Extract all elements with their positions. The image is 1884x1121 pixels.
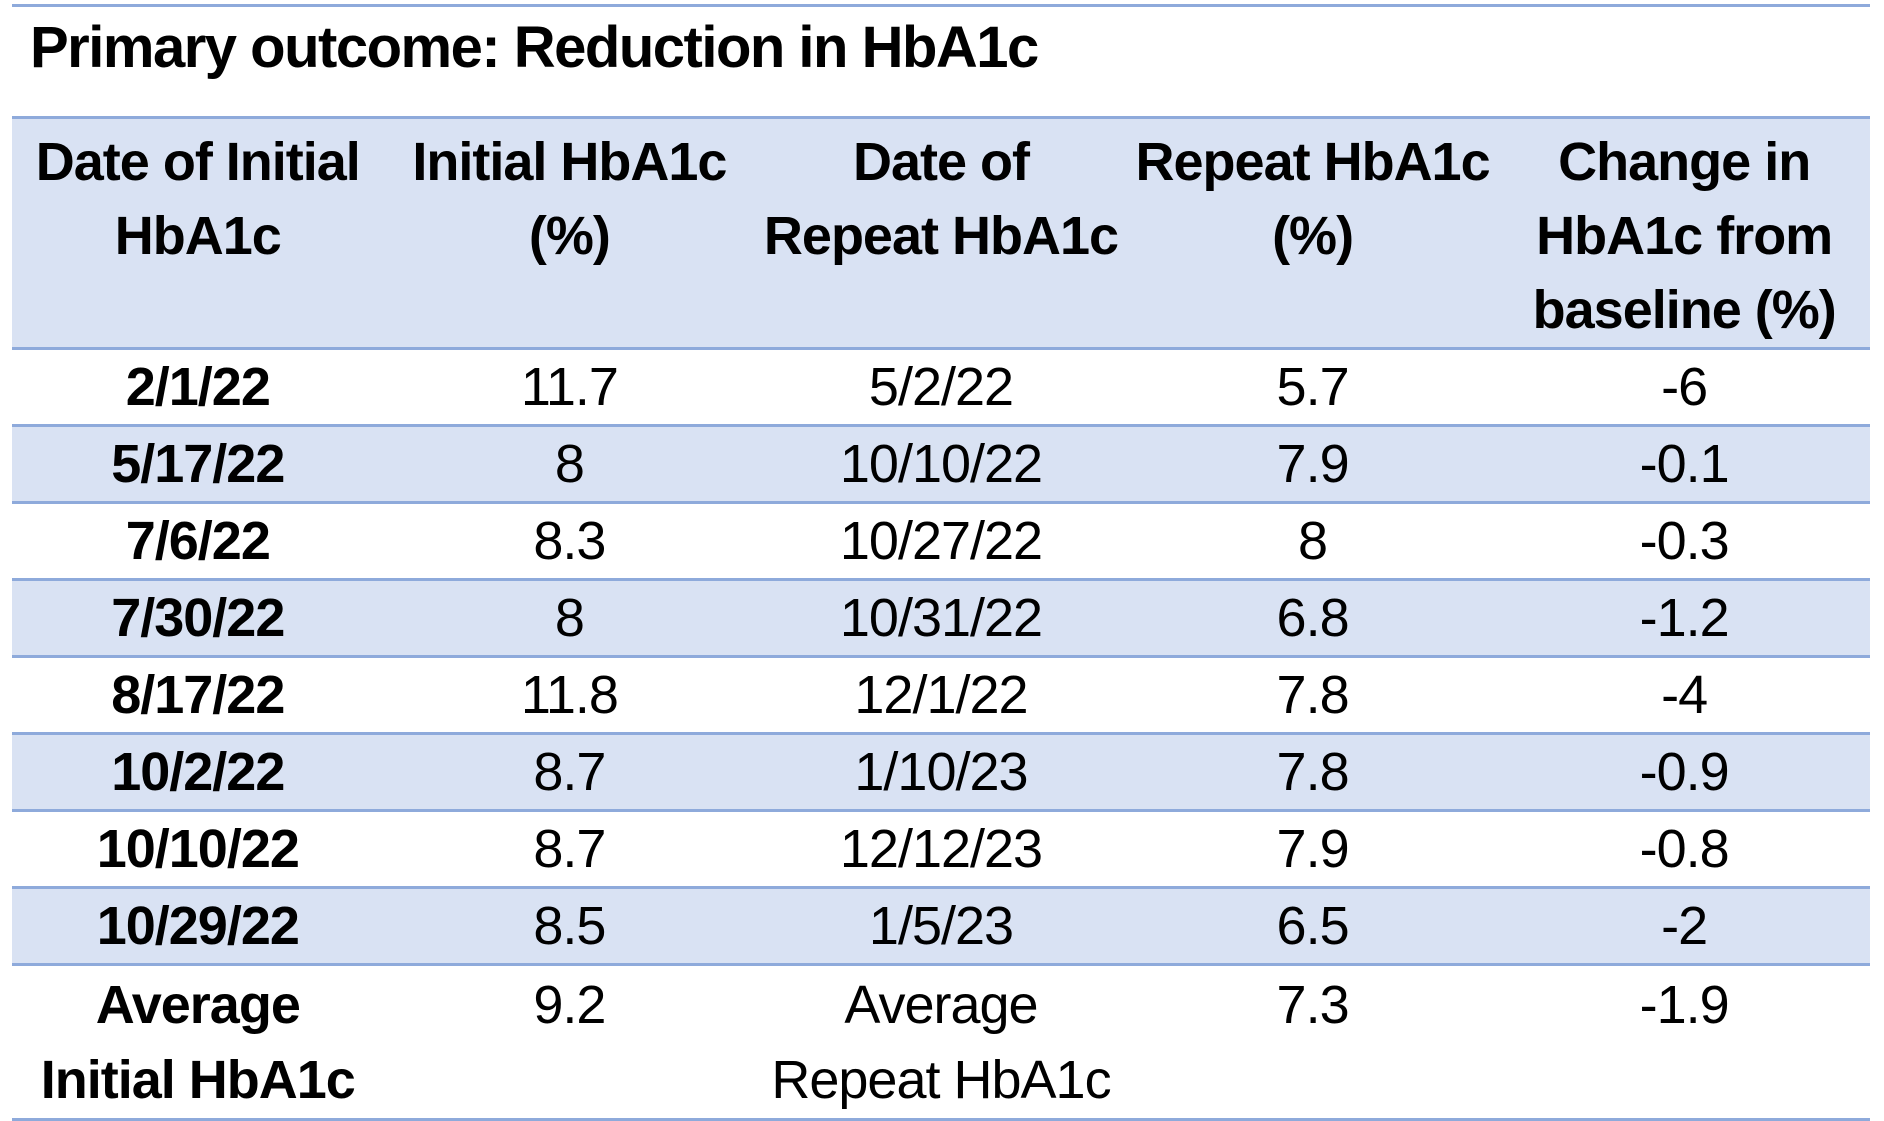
repeat-value-cell: 7.9 (1126, 809, 1499, 888)
header-row: Date of Initial HbA1c Initial HbA1c (%) … (12, 116, 1870, 349)
repeat-date-cell: 12/12/23 (755, 809, 1127, 888)
header-repeat-date: Date of Repeat HbA1c (755, 116, 1127, 349)
change-value-cell: -1.2 (1498, 578, 1870, 657)
repeat-date-cell: 5/2/22 (755, 347, 1127, 426)
outcomes-table: Primary outcome: Reduction in HbA1c Date… (12, 4, 1870, 1121)
initial-value-cell: 8.7 (383, 809, 756, 888)
avg-change-value-cell: -1.9 (1498, 963, 1870, 1121)
initial-date-cell: 10/2/22 (12, 732, 384, 811)
repeat-date-cell: 10/31/22 (755, 578, 1127, 657)
change-value-cell: -4 (1498, 655, 1870, 734)
table-row: 7/30/22 8 10/31/22 6.8 -1.2 (12, 578, 1870, 657)
repeat-date-cell: 12/1/22 (755, 655, 1127, 734)
change-value-cell: -0.8 (1498, 809, 1870, 888)
initial-date-cell: 10/29/22 (12, 886, 384, 965)
average-row: Average Initial HbA1c 9.2 Average Repeat… (12, 963, 1870, 1121)
avg-repeat-value-cell: 7.3 (1126, 963, 1499, 1121)
initial-value-cell: 11.7 (383, 347, 756, 426)
initial-value-cell: 8.7 (383, 732, 756, 811)
repeat-value-cell: 7.9 (1126, 424, 1499, 503)
table-row: 10/2/22 8.7 1/10/23 7.8 -0.9 (12, 732, 1870, 811)
repeat-value-cell: 6.8 (1126, 578, 1499, 657)
header-repeat-value: Repeat HbA1c (%) (1126, 116, 1499, 349)
initial-value-cell: 8.3 (383, 501, 756, 580)
repeat-value-cell: 7.8 (1126, 732, 1499, 811)
repeat-date-cell: 1/5/23 (755, 886, 1127, 965)
initial-date-cell: 10/10/22 (12, 809, 384, 888)
change-value-cell: -2 (1498, 886, 1870, 965)
repeat-value-cell: 6.5 (1126, 886, 1499, 965)
header-initial-date: Date of Initial HbA1c (12, 116, 384, 349)
initial-date-cell: 5/17/22 (12, 424, 384, 503)
initial-date-cell: 7/6/22 (12, 501, 384, 580)
avg-repeat-label-cell: Average Repeat HbA1c (755, 963, 1127, 1121)
repeat-value-cell: 7.8 (1126, 655, 1499, 734)
repeat-date-cell: 10/10/22 (755, 424, 1127, 503)
initial-value-cell: 8 (383, 424, 756, 503)
table-row: 2/1/22 11.7 5/2/22 5.7 -6 (12, 347, 1870, 426)
table-row: 5/17/22 8 10/10/22 7.9 -0.1 (12, 424, 1870, 503)
change-value-cell: -0.3 (1498, 501, 1870, 580)
header-initial-value: Initial HbA1c (%) (383, 116, 756, 349)
repeat-value-cell: 8 (1126, 501, 1499, 580)
table-title: Primary outcome: Reduction in HbA1c (12, 4, 1870, 118)
initial-value-cell: 11.8 (383, 655, 756, 734)
initial-value-cell: 8.5 (383, 886, 756, 965)
title-row: Primary outcome: Reduction in HbA1c (12, 4, 1870, 118)
repeat-date-cell: 10/27/22 (755, 501, 1127, 580)
change-value-cell: -6 (1498, 347, 1870, 426)
initial-date-cell: 2/1/22 (12, 347, 384, 426)
avg-initial-label-cell: Average Initial HbA1c (12, 963, 384, 1121)
table-row: 8/17/22 11.8 12/1/22 7.8 -4 (12, 655, 1870, 734)
change-value-cell: -0.1 (1498, 424, 1870, 503)
avg-initial-value-cell: 9.2 (383, 963, 756, 1121)
initial-value-cell: 8 (383, 578, 756, 657)
table-row: 7/6/22 8.3 10/27/22 8 -0.3 (12, 501, 1870, 580)
initial-date-cell: 7/30/22 (12, 578, 384, 657)
repeat-value-cell: 5.7 (1126, 347, 1499, 426)
table-row: 10/29/22 8.5 1/5/23 6.5 -2 (12, 886, 1870, 965)
initial-date-cell: 8/17/22 (12, 655, 384, 734)
repeat-date-cell: 1/10/23 (755, 732, 1127, 811)
change-value-cell: -0.9 (1498, 732, 1870, 811)
header-change: Change in HbA1c from baseline (%) (1498, 116, 1870, 349)
table-row: 10/10/22 8.7 12/12/23 7.9 -0.8 (12, 809, 1870, 888)
